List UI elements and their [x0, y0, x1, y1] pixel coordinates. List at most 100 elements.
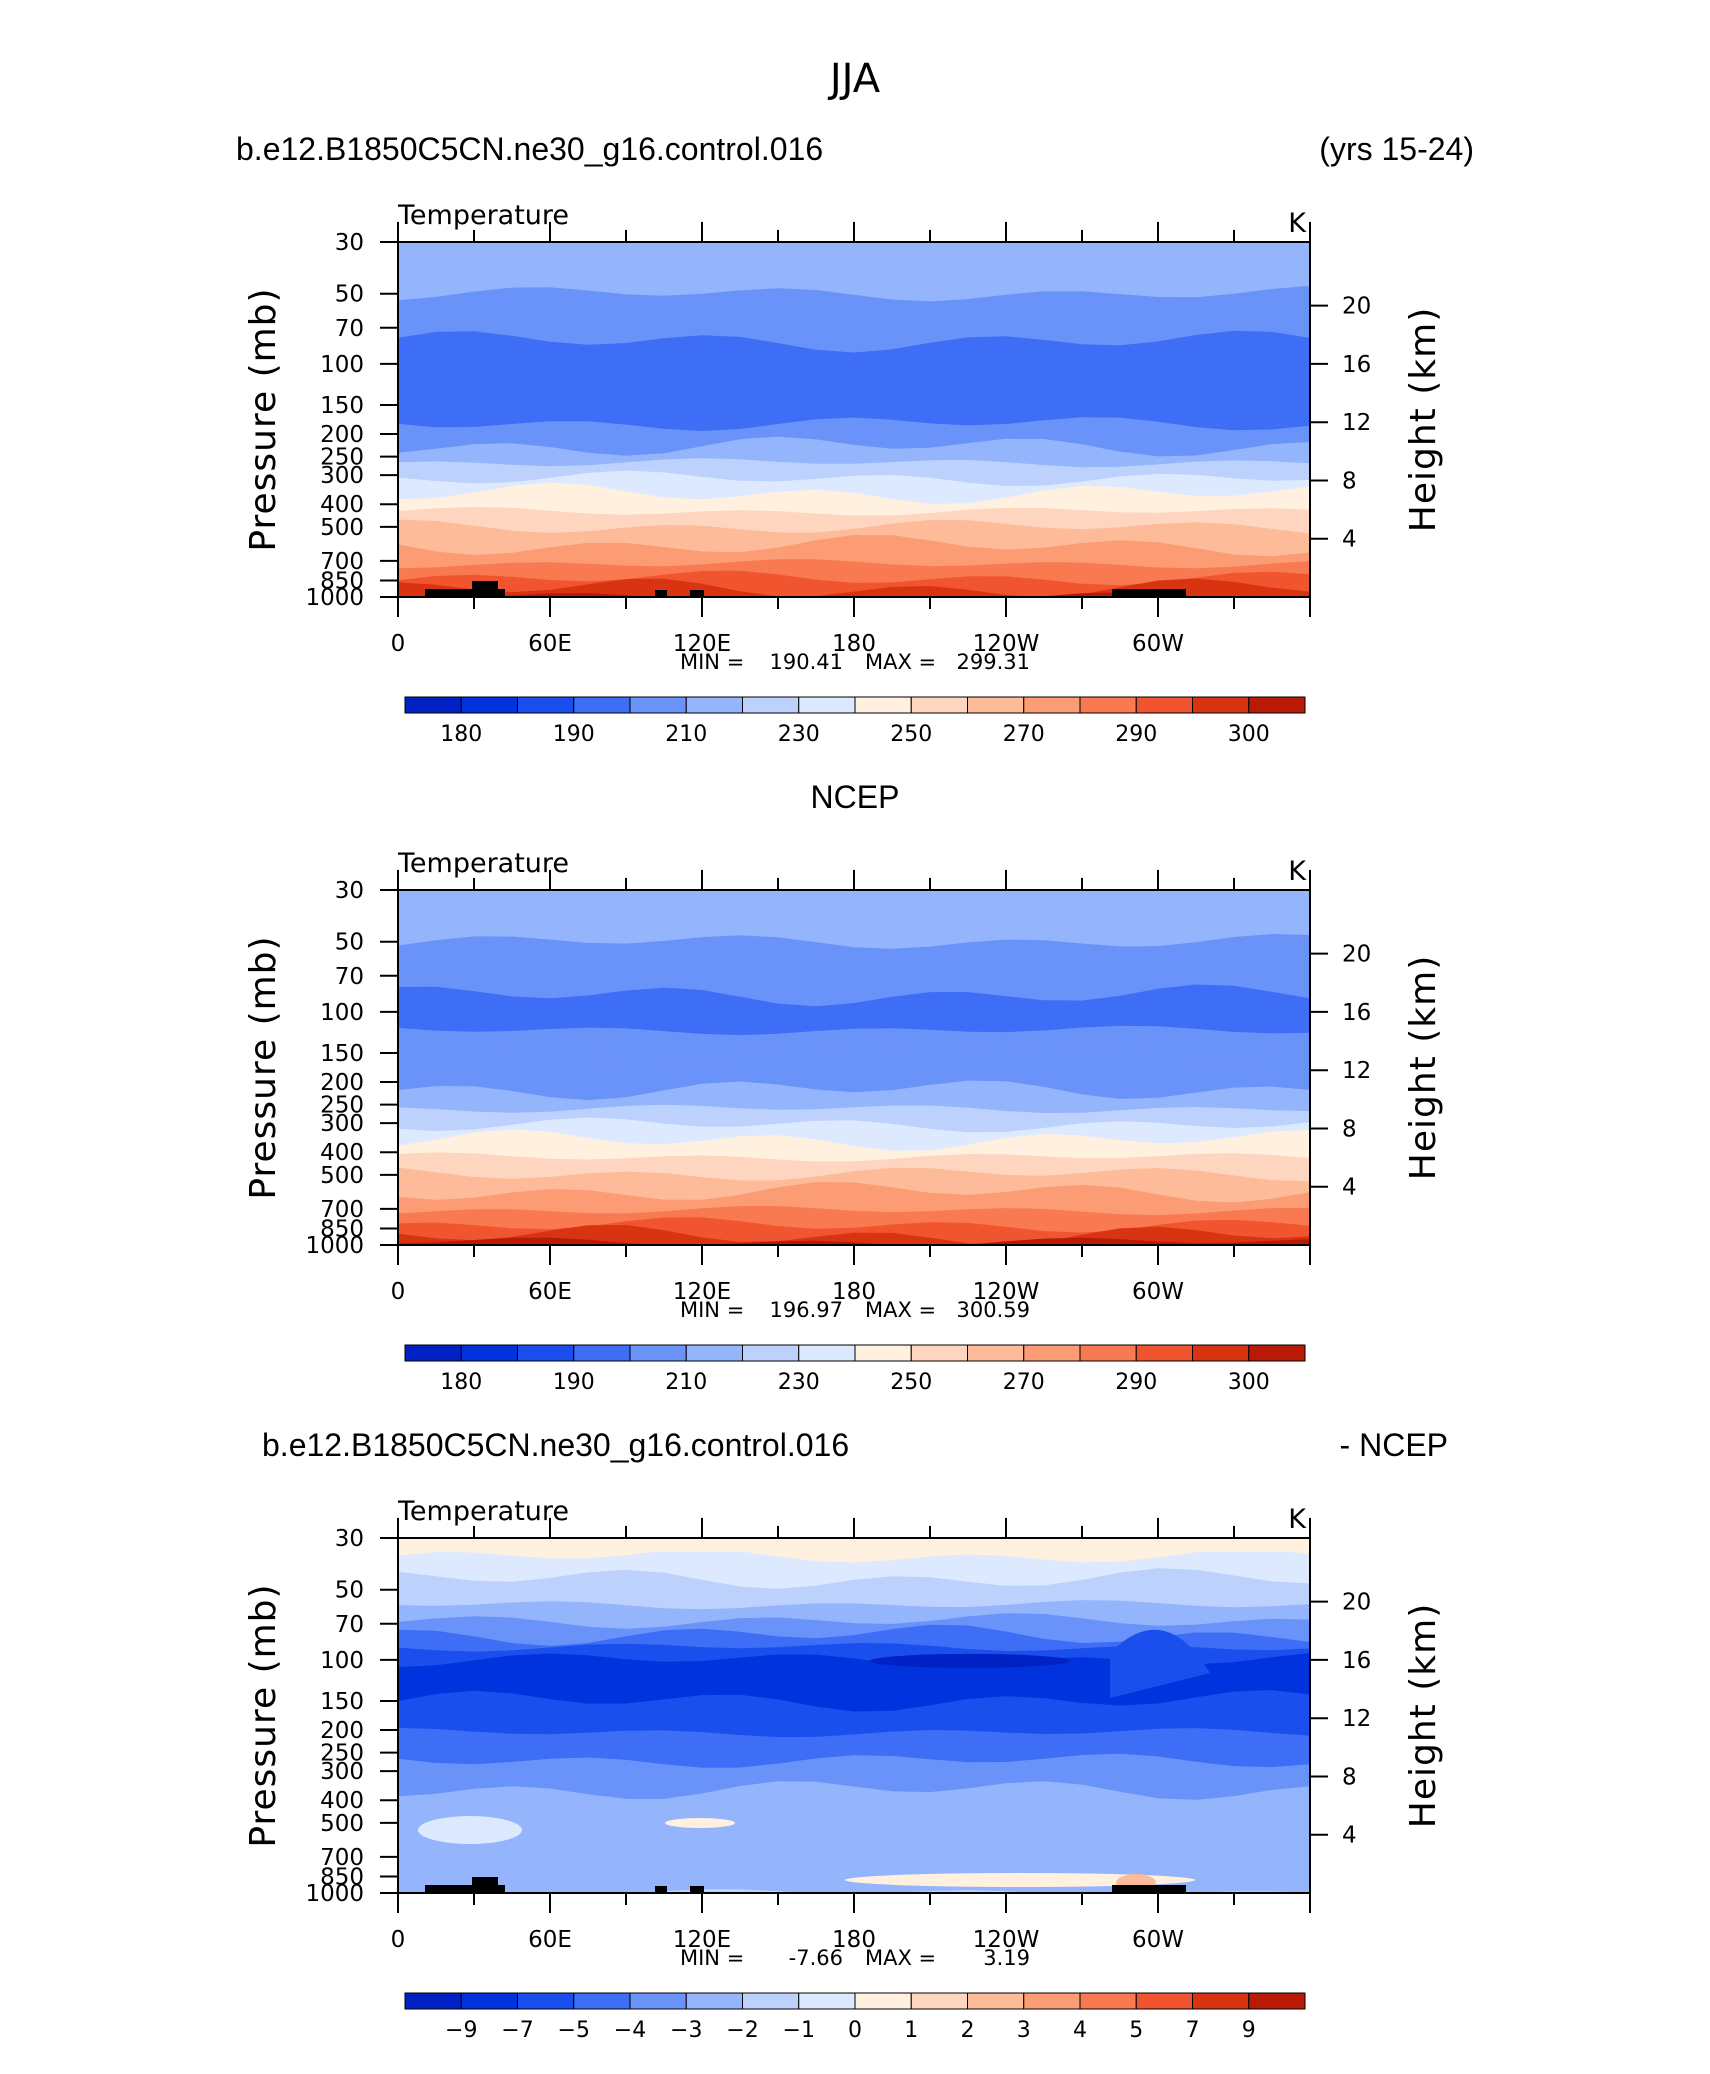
panel-subtitle: Temperature [397, 1496, 569, 1527]
y-tick-label: 1000 [305, 1233, 364, 1259]
colorbar-box [629, 696, 687, 714]
x-tick-label: 180 [832, 1927, 876, 1953]
panel-header-left: b.e12.B1850C5CN.ne30_g16.control.016 [262, 1427, 849, 1463]
x-tick-label: 120E [673, 1279, 731, 1305]
y-axis-label: Pressure (mb) [243, 1583, 284, 1847]
colorbar-box [1192, 696, 1250, 714]
contour-band [418, 1816, 522, 1844]
colorbar-box [573, 1992, 631, 2010]
colorbar: 180 190 210 230 250 270 290 300 [404, 1344, 1306, 1395]
y-tick-label: 50 [335, 930, 364, 956]
colorbar-box [460, 1992, 518, 2010]
colorbar-box [910, 1992, 968, 2010]
colorbar: 180 190 210 230 250 270 290 300 [404, 696, 1306, 747]
topography-mask [1112, 589, 1186, 597]
colorbar-label: −4 [614, 2018, 646, 2043]
y-tick-label: 300 [320, 1111, 364, 1137]
x-tick-label: 60E [528, 1927, 572, 1953]
y-tick-label: 400 [320, 1788, 364, 1814]
colorbar-label: 290 [1115, 722, 1157, 747]
colorbar-box [798, 696, 856, 714]
colorbar-label: 290 [1115, 1370, 1157, 1395]
x-tick-label: 120E [673, 1927, 731, 1953]
y-tick-label: 70 [335, 1612, 364, 1638]
y-right-tick-label: 8 [1342, 468, 1357, 494]
y-tick-label: 200 [320, 422, 364, 448]
y-tick-label: 30 [335, 230, 364, 256]
x-tick-label: 0 [391, 1279, 406, 1305]
topography-mask [690, 1886, 704, 1893]
contour-band [398, 1781, 1310, 1893]
colorbar-box [629, 1344, 687, 1362]
panel-header-right: (yrs 15-24) [1319, 131, 1474, 167]
y-right-tick-label: 4 [1342, 1175, 1357, 1201]
y-tick-label: 250 [320, 1741, 364, 1767]
y-tick-label: 300 [320, 1759, 364, 1785]
colorbar-box [1135, 1344, 1193, 1362]
panel-model: b.e12.B1850C5CN.ne30_g16.control.016 (yrs… [236, 131, 1474, 747]
y-tick-label: 700 [320, 1845, 364, 1871]
colorbar-box [404, 1344, 462, 1362]
colorbar-box [517, 1344, 575, 1362]
colorbar-box [1079, 696, 1137, 714]
colorbar-box [1023, 1344, 1081, 1362]
colorbar-label: 2 [961, 2018, 975, 2043]
y-tick-label: 400 [320, 1140, 364, 1166]
y-tick-label: 50 [335, 1578, 364, 1604]
stats-min-value: 196.97 [770, 1298, 843, 1322]
y-tick-label: 1000 [305, 585, 364, 611]
topography-mask [690, 590, 704, 597]
colorbar-box [854, 1344, 912, 1362]
panel-header-center: NCEP [811, 779, 900, 815]
stats-max-value: 3.19 [983, 1946, 1030, 1970]
contour-field [398, 890, 1310, 1245]
contour-field [398, 1538, 1310, 1893]
colorbar-box [1023, 696, 1081, 714]
colorbar-label: 4 [1073, 2018, 1087, 2043]
y-right-tick-label: 20 [1342, 1590, 1371, 1616]
y-tick-label: 200 [320, 1070, 364, 1096]
colorbar-box [910, 1344, 968, 1362]
y-right-tick-label: 4 [1342, 527, 1357, 553]
figure-title: JJA [827, 56, 881, 102]
colorbar-box [854, 696, 912, 714]
contour-band [398, 1237, 1310, 1245]
colorbar-label: 300 [1228, 722, 1270, 747]
contour-band [1110, 1629, 1210, 1698]
y-tick-label: 150 [320, 1041, 364, 1067]
colorbar-box [685, 1344, 743, 1362]
stats-min-label: MIN = [680, 1946, 744, 1970]
x-tick-label: 60W [1132, 1927, 1184, 1953]
y-right-tick-label: 8 [1342, 1116, 1357, 1142]
colorbar-box [854, 1992, 912, 2010]
x-tick-label: 120E [673, 631, 731, 657]
stats-min-value: 190.41 [770, 650, 843, 674]
colorbar-label: 1 [904, 2018, 918, 2043]
panel-header-right: - NCEP [1340, 1427, 1448, 1463]
colorbar-box [1248, 1344, 1306, 1362]
topography-mask [655, 1886, 667, 1893]
x-tick-label: 60W [1132, 631, 1184, 657]
colorbar-box [1135, 696, 1193, 714]
panel-difference: b.e12.B1850C5CN.ne30_g16.control.016 - NC… [243, 1427, 1448, 2043]
y-tick-label: 100 [320, 1000, 364, 1026]
x-tick-label: 180 [832, 631, 876, 657]
panel-units: K [1288, 1504, 1307, 1535]
x-tick-label: 180 [832, 1279, 876, 1305]
colorbar-box [1248, 696, 1306, 714]
x-tick-label: 60E [528, 631, 572, 657]
colorbar-box [742, 1992, 800, 2010]
colorbar-box [742, 696, 800, 714]
colorbar-label: 5 [1129, 2018, 1143, 2043]
colorbar-box [1079, 1344, 1137, 1362]
colorbar-label: 250 [890, 1370, 932, 1395]
y-tick-label: 150 [320, 393, 364, 419]
colorbar-label: 270 [1003, 722, 1045, 747]
stats-max-label: MAX = [865, 1298, 936, 1322]
panels: b.e12.B1850C5CN.ne30_g16.control.016 (yrs… [236, 131, 1474, 2043]
contour-band [398, 1538, 1310, 1552]
colorbar-label: 9 [1242, 2018, 1256, 2043]
colorbar-label: 210 [665, 1370, 707, 1395]
colorbar-box [573, 1344, 631, 1362]
colorbar-box [967, 696, 1025, 714]
